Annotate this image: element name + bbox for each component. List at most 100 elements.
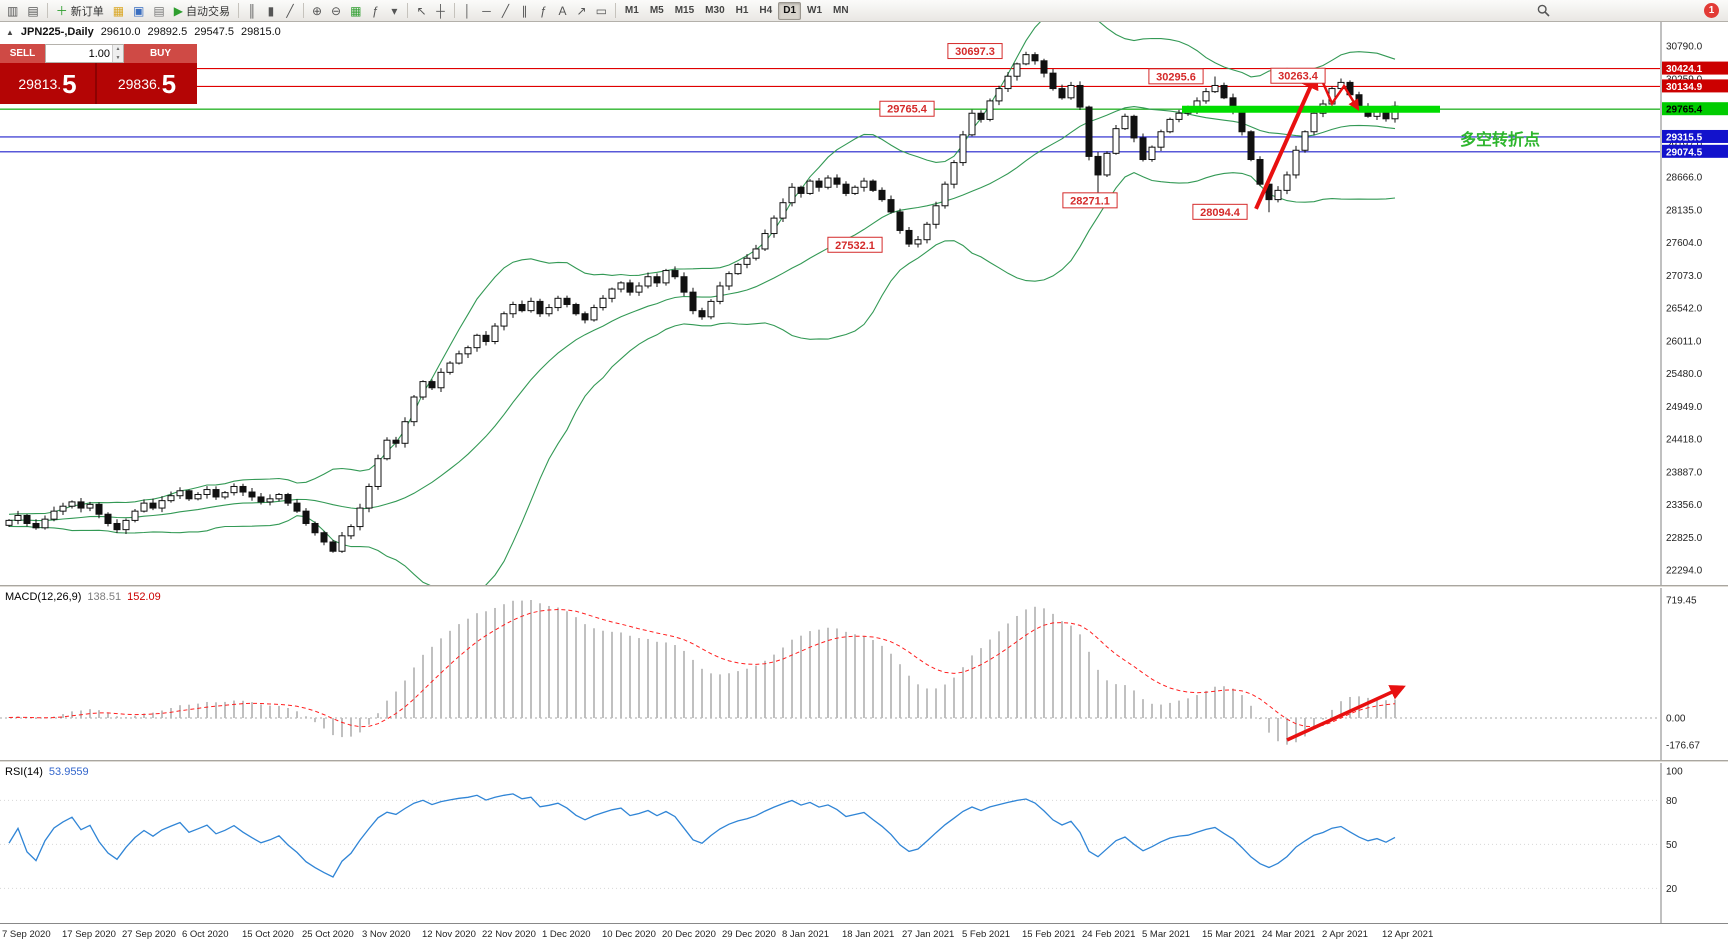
vertical-line-icon[interactable]: │	[463, 3, 472, 18]
bar-chart-icon[interactable]: ║	[247, 3, 257, 18]
timeframe-mn[interactable]: MN	[833, 5, 849, 16]
macd-trend-arrow[interactable]	[1286, 685, 1406, 742]
time-axis-label: 24 Mar 2021	[1262, 929, 1316, 940]
cursor-icon[interactable]: ↖	[416, 3, 427, 18]
svg-text:26011.0: 26011.0	[1666, 336, 1702, 347]
time-axis-label: 15 Oct 2020	[242, 929, 294, 940]
rsi-level-lines	[0, 799, 1660, 889]
plus-icon: ＋	[55, 4, 68, 18]
arrow-tool-icon[interactable]: ↗	[576, 3, 587, 18]
time-axis-label: 2 Apr 2021	[1322, 929, 1368, 940]
macd-title: MACD(12,26,9) 138.51 152.09	[5, 591, 161, 603]
svg-text:29074.5: 29074.5	[1666, 147, 1703, 158]
svg-text:30790.0: 30790.0	[1666, 42, 1703, 53]
trendline-icon[interactable]: ╱	[501, 3, 510, 18]
zoom-out-icon[interactable]: ⊖	[331, 3, 342, 18]
chart-title: ▲ JPN225-,Daily 29610.0 29892.5 29547.5 …	[6, 26, 281, 38]
panel-splitter[interactable]	[0, 760, 1728, 763]
symbol-period-label: JPN225-,Daily	[20, 26, 94, 38]
line-chart-icon[interactable]: ╱	[286, 3, 294, 18]
rsi-panel[interactable]: 100 80 50 20 RSI(14) 53.9559	[0, 763, 1728, 923]
tile-windows-icon[interactable]: ▦	[350, 3, 362, 18]
market-watch-icon[interactable]: ▤	[27, 3, 39, 18]
lot-increase-button[interactable]: ▲	[113, 45, 123, 54]
periods-icon[interactable]: ▾	[391, 3, 398, 18]
buy-price-pip: 5	[161, 68, 177, 99]
main-chart-panel[interactable]: 30697.3 30295.6 30263.4 29765.4 28271.1 28094…	[0, 22, 1728, 585]
svg-text:100: 100	[1666, 767, 1683, 778]
timeframe-h1[interactable]: H1	[735, 5, 749, 16]
svg-text:24949.0: 24949.0	[1666, 402, 1703, 413]
text-tool-icon[interactable]: A	[558, 3, 567, 18]
fibonacci-icon[interactable]: ƒ	[540, 3, 547, 18]
svg-text:0.00: 0.00	[1666, 714, 1686, 725]
rsi-label: RSI(14)	[5, 766, 43, 778]
price-label-annotations[interactable]: 30697.3 30295.6 30263.4 29765.4 28271.1 28094…	[827, 43, 1326, 253]
terminal-icon[interactable]: ▤	[153, 3, 165, 18]
rsi-title: RSI(14) 53.9559	[5, 766, 89, 778]
horizontal-line-icon[interactable]: ─	[482, 3, 491, 18]
lot-size-input[interactable]	[46, 45, 112, 62]
channel-icon[interactable]: ∥	[521, 3, 528, 18]
buy-button[interactable]: BUY	[124, 44, 197, 63]
zoom-in-icon[interactable]: ⊕	[311, 3, 323, 18]
toolbar-separator	[237, 3, 239, 18]
rsi-value: 53.9559	[48, 766, 89, 778]
shapes-icon[interactable]: ▭	[595, 3, 607, 18]
history-center-icon[interactable]: ▣	[133, 3, 145, 18]
indicators-icon[interactable]: ƒ	[372, 3, 379, 18]
time-axis-label: 27 Jan 2021	[902, 929, 955, 940]
time-axis-label: 1 Dec 2020	[542, 929, 591, 940]
search-icon[interactable]	[1533, 2, 1554, 20]
horizontal-level-lines[interactable]	[0, 67, 1660, 153]
timeframe-h4[interactable]: H4	[759, 5, 773, 16]
buy-price-display[interactable]: 29836. 5	[97, 63, 197, 104]
time-axis-label: 3 Nov 2020	[362, 929, 411, 940]
time-axis-label: 22 Nov 2020	[482, 929, 536, 940]
rsi-canvas[interactable]: 100 80 50 20	[0, 763, 1728, 923]
lot-decrease-button[interactable]: ▼	[113, 53, 123, 62]
panel-splitter[interactable]	[0, 585, 1728, 588]
svg-text:50: 50	[1666, 840, 1678, 851]
new-chart-icon[interactable]: ▥	[7, 3, 19, 18]
trend-arrow[interactable]	[1254, 71, 1319, 210]
one-click-toggle-icon[interactable]: ▲	[6, 27, 14, 37]
price-axis[interactable]: 30790.030259.029728.029197.028666.028135…	[1660, 22, 1728, 585]
svg-text:22825.0: 22825.0	[1666, 533, 1703, 544]
timeframe-m1[interactable]: M1	[624, 5, 639, 16]
new-order-button[interactable]: ＋新订单	[55, 4, 104, 18]
bar-high-value: 29892.5	[147, 26, 188, 38]
turning-point-note[interactable]: 多空转折点	[1460, 130, 1540, 149]
autotrade-button[interactable]: ▶ 自动交易	[173, 3, 230, 18]
timeframe-w1[interactable]: W1	[807, 5, 823, 16]
sell-price-display[interactable]: 29813. 5	[0, 63, 97, 104]
time-axis-label: 18 Jan 2021	[842, 929, 895, 940]
rsi-line	[8, 793, 1396, 878]
svg-text:27532.1: 27532.1	[835, 240, 875, 252]
lot-spinner: ▲ ▼	[112, 45, 123, 62]
macd-panel[interactable]: 719.45 0.00 -176.67 MACD(12,26,9) 138.51 1…	[0, 588, 1728, 760]
timeframe-d1[interactable]: D1	[778, 1, 802, 20]
candlestick-chart-icon[interactable]: ▮	[267, 3, 275, 18]
timeframe-m30[interactable]: M30	[705, 5, 725, 16]
time-axis-label: 20 Dec 2020	[662, 929, 716, 940]
toolbar-separator	[453, 3, 455, 18]
time-axis-label: 17 Sep 2020	[62, 929, 116, 940]
macd-axis[interactable]: 719.45 0.00 -176.67	[1660, 588, 1700, 760]
rsi-axis[interactable]: 100 80 50 20	[1660, 763, 1683, 923]
macd-canvas[interactable]: 719.45 0.00 -176.67	[0, 588, 1728, 760]
sell-button[interactable]: SELL	[0, 44, 45, 63]
files-icon[interactable]: ▦	[112, 3, 125, 18]
main-chart-canvas[interactable]: 30697.3 30295.6 30263.4 29765.4 28271.1 28094…	[0, 22, 1728, 585]
candlestick-series	[5, 51, 1399, 553]
timeframe-m15[interactable]: M15	[674, 5, 695, 16]
notification-badge[interactable]: 1	[1704, 3, 1719, 18]
svg-text:23887.0: 23887.0	[1666, 467, 1703, 478]
time-axis[interactable]: 7 Sep 2020 17 Sep 2020 27 Sep 2020 6 Oct 20…	[0, 923, 1728, 945]
crosshair-icon[interactable]: ┼	[436, 3, 445, 18]
timeframe-m5[interactable]: M5	[649, 5, 664, 16]
svg-text:27073.0: 27073.0	[1666, 271, 1703, 282]
svg-text:27604.0: 27604.0	[1666, 238, 1703, 249]
zigzag-annotation[interactable]	[1316, 70, 1360, 111]
